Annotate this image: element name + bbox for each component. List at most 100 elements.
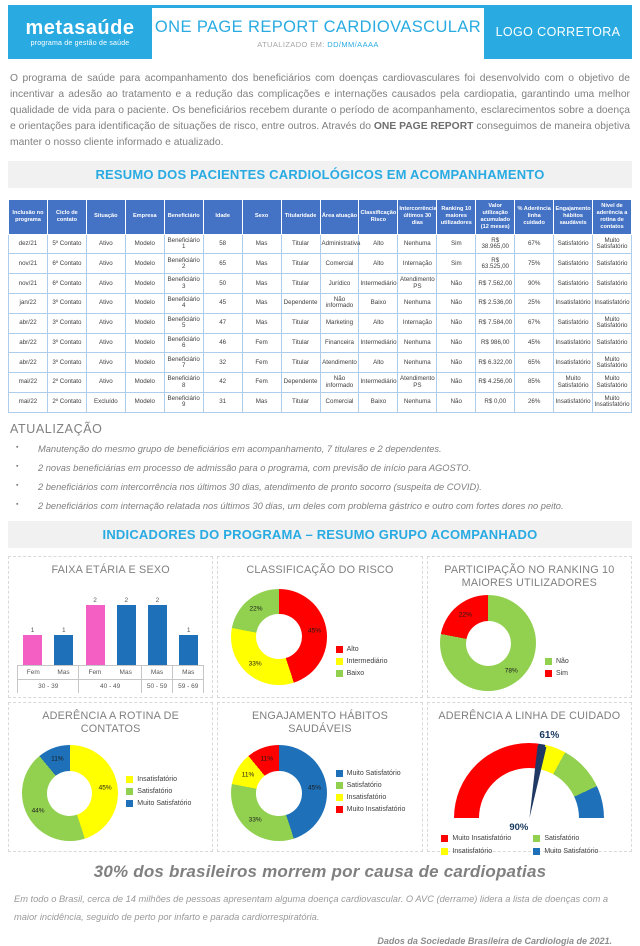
table-cell: R$ 63.525,00 [475,253,516,275]
table-cell: Beneficiário 2 [163,253,204,275]
table-cell: Modelo [124,352,165,374]
table-cell: Dependente [280,293,321,314]
donut-chart: 45% 33% 22% [222,581,335,693]
bar [85,604,105,665]
table-cell: Alto [358,352,399,374]
table-cell: Titular [280,391,321,413]
table-cell: Internação [397,312,438,334]
bar-group: 2 Mas 50 - 59 [141,581,174,693]
axis-group-label: 50 - 59 [141,678,174,693]
donut-hole [47,770,93,816]
gauge-arc [454,742,605,819]
table-cell: Baixo [358,391,399,413]
table-cell: Jurídico [319,273,360,295]
chart-title: PARTICIPAÇÃO NO RANKING 10 MAIORES UTILI… [444,563,615,589]
bar-slot: 2 [116,596,136,665]
bar-chart: 1 1 Fem Mas 30 - 39 2 2 Fem Mas 40 - 49 2 Mas 50 - 5… [13,581,208,693]
table-cell: R$ 986,00 [475,332,516,354]
legend-swatch [126,787,134,795]
table-cell: Muito Satisfatório [592,372,632,393]
legend-label: Muito Insatisfatório [452,834,512,842]
column-header: Situação [85,198,126,235]
table-body: dez/21 5º Contato Ativo Modelo Beneficiário … [8,233,632,413]
footer-headline: 30% dos brasileiros morrem por causa de … [93,861,547,881]
table-cell: Titular [280,332,321,354]
bar-value-label: 1 [62,626,66,634]
table-cell: abr/22 [8,332,48,354]
bar-group: 2 2 Fem Mas 40 - 49 [79,581,142,693]
section-title-resumo: RESUMO DOS PACIENTES CARDIOLÓGICOS EM AC… [8,160,632,188]
table-cell: R$ 2.536,00 [475,293,516,314]
table-cell: 5º Contato [46,233,87,255]
table-cell: Dependente [280,372,321,393]
update-title: ATUALIZAÇÃO [10,421,103,436]
legend-item: Insatisfatório [335,793,416,801]
table-cell: Satisfatório [592,253,632,275]
chart-area: 45% 33% 11% 11% Muito Satisfatório Satisfatór… [222,740,417,847]
charts-grid: FAIXA ETÁRIA E SEXO 1 1 Fem Mas 30 - 39 2 2 Fem… [8,555,632,855]
legend-label: Alto [346,645,359,653]
update-section: ATUALIZAÇÃO Manutenção do mesmo grupo de… [10,422,630,511]
table-cell: Intermediário [358,332,399,354]
legend-swatch [335,645,343,653]
axis-group-label: 59 - 69 [173,678,205,693]
chart-title: CLASSIFICAÇÃO DO RISCO [246,563,394,576]
column-header: Valor utilização acumulado (12 meses) [475,198,516,235]
legend-swatch [441,834,449,842]
header-title-area: ONE PAGE REPORT CARDIOVASCULAR ATUALIZAD… [152,5,484,59]
legend-swatch [335,793,343,801]
table-cell: Alto [358,253,399,275]
legend-swatch [335,657,343,665]
legend-swatch [126,799,134,807]
legend-item: Muito Satisfatório [335,769,416,777]
table-cell: Não [436,372,477,393]
update-bullet: 2 novas beneficiárias em processo de adm… [10,463,630,473]
section-title-indicadores: INDICADORES DO PROGRAMA – RESUMO GRUPO A… [8,520,632,548]
chart-legend: Muito Insatisfatório Satisfatório Insatisf… [441,834,617,855]
table-cell: 58 [202,233,243,255]
slice-value-label: 11% [260,755,274,763]
table-cell: Muito Satisfatório [592,233,632,255]
legend-item: Insatisfatório [441,847,525,855]
chart-area: 78% 22% Não Sim [432,594,627,693]
table-cell: Titular [280,253,321,275]
legend-swatch [544,669,552,677]
table-cell: 3º Contato [46,352,87,374]
legend-swatch [544,657,552,665]
table-cell: Modelo [124,332,165,354]
broker-logo-placeholder: LOGO CORRETORA [484,5,632,59]
table-cell: 45% [514,332,555,354]
table-cell: Modelo [124,253,165,275]
column-header: Idade [202,198,243,235]
table-row: mai/22 2º Contato Ativo Modelo Beneficiário … [8,372,632,393]
slice-value-label: 11% [51,755,64,763]
table-cell: Satisfatório [553,312,594,334]
bar [147,604,167,665]
table-cell: R$ 38.965,00 [475,233,516,255]
legend-item: Sim [544,669,625,677]
table-cell: Mas [241,391,282,413]
page-title: ONE PAGE REPORT CARDIOVASCULAR [154,18,482,36]
bar-value-label: 2 [124,596,129,604]
axis-sex-row: Fem Mas [17,664,80,679]
table-cell: Ativo [85,332,126,354]
intro-text-2: conseguimos de maneira objetiva manter o… [10,120,631,148]
column-header: Empresa [124,198,165,235]
legend-swatch [335,805,343,813]
slice-value-label: 11% [241,771,255,779]
table-row: abr/22 3º Contato Ativo Modelo Beneficiário … [8,352,632,374]
bar [116,604,136,665]
table-row: mai/22 2º Contato Excluído Modelo Beneficiár… [8,391,632,413]
table-cell: 3º Contato [46,332,87,354]
bar-slot: 1 [179,627,199,665]
legend-item: Alto [335,645,416,653]
table-row: abr/22 3º Contato Ativo Modelo Beneficiário … [8,332,632,354]
table-row: dez/21 5º Contato Ativo Modelo Beneficiário … [8,233,632,255]
column-header: Inclusão no programa [8,198,48,235]
table-cell: 32 [202,352,243,374]
chart-title: FAIXA ETÁRIA E SEXO [51,563,170,576]
table-cell: Beneficiário 7 [163,352,204,374]
table-cell: Atendimento [319,352,360,374]
table-header-row: Inclusão no programa Ciclo de contato Situ… [8,198,632,235]
